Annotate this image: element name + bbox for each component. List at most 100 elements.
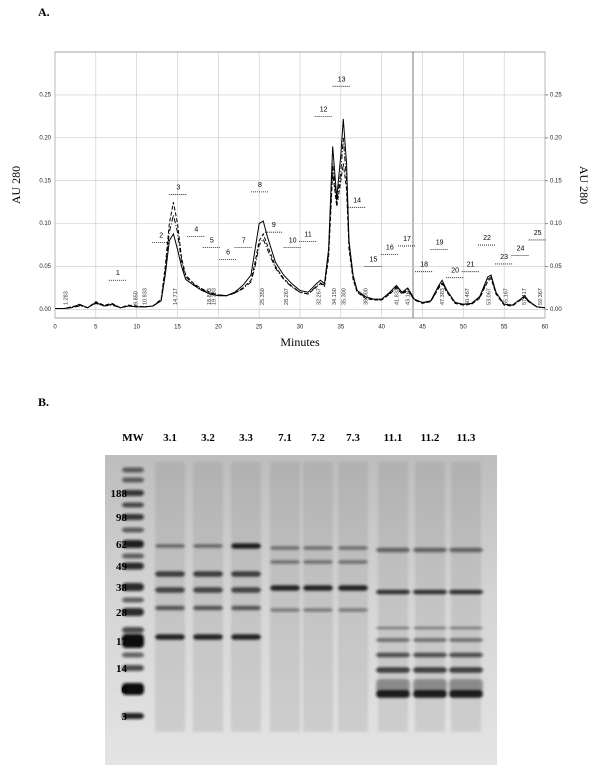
lane-smear [338, 462, 368, 732]
band [122, 477, 144, 483]
peak-number: 9 [272, 222, 276, 229]
x-tick-label: 60 [542, 325, 549, 331]
x-axis-label: Minutes [280, 335, 320, 349]
y-tick-label: 0.25 [39, 92, 51, 98]
band [193, 587, 223, 593]
retention-time: 14.717 [173, 288, 179, 305]
peak-number: 2 [159, 232, 163, 239]
band [122, 608, 144, 616]
mw-label: 3 [122, 711, 128, 723]
band [270, 560, 300, 564]
band [122, 634, 144, 648]
band [376, 652, 410, 658]
peak-number: 19 [436, 239, 444, 246]
retention-time: 34.150 [332, 288, 338, 305]
lane-label: 3.3 [239, 432, 253, 444]
peak-number: 16 [386, 245, 394, 252]
lane-label: MW [122, 432, 143, 444]
peak-number: 23 [500, 254, 508, 261]
y-tick-label: 0.05 [39, 264, 51, 270]
band [376, 667, 410, 673]
lane-label: 7.1 [278, 432, 292, 444]
y2-tick-label: 0.25 [550, 92, 562, 98]
mw-label: 6 [122, 684, 128, 696]
trace [55, 137, 546, 310]
band [376, 626, 410, 630]
x-tick-label: 45 [419, 325, 426, 331]
retention-time: 25.350 [260, 288, 266, 305]
band [122, 467, 144, 473]
peak-number: 11 [305, 232, 312, 239]
lane-label: 3.2 [201, 432, 215, 444]
band [338, 560, 368, 564]
peak-number: 17 [403, 236, 411, 243]
x-tick-label: 10 [133, 325, 140, 331]
lane-label: 7.3 [346, 432, 360, 444]
band [449, 626, 483, 630]
retention-time: 47.383 [440, 288, 446, 305]
peak-number: 1 [116, 270, 120, 277]
band [193, 605, 223, 611]
retention-time: 53.067 [486, 288, 492, 305]
lane-smear [155, 462, 185, 732]
retention-time: 50.467 [465, 288, 471, 305]
band [122, 652, 144, 658]
retention-time: 59.367 [538, 288, 544, 305]
peak-number: 22 [483, 235, 491, 242]
band [376, 547, 410, 553]
band [449, 547, 483, 553]
mw-label: 49 [116, 561, 128, 573]
band [338, 585, 368, 591]
x-tick-label: 50 [460, 325, 467, 331]
lane-smear [193, 462, 223, 732]
band [122, 683, 144, 695]
retention-time: 57.417 [522, 288, 528, 305]
band [303, 608, 333, 612]
band [155, 634, 185, 640]
band [155, 587, 185, 593]
mw-label: 14 [116, 663, 128, 675]
peak-number: 24 [517, 245, 525, 252]
x-tick-label: 55 [501, 325, 508, 331]
lane-label: 3.1 [163, 432, 177, 444]
lane-label: 11.2 [421, 432, 440, 444]
y-tick-label: 0.20 [39, 135, 51, 141]
y2-tick-label: 0.15 [550, 178, 562, 184]
band [193, 634, 223, 640]
peak-number: 8 [258, 182, 262, 189]
retention-time: 19.383 [211, 288, 217, 305]
lane-label: 7.2 [311, 432, 325, 444]
band [122, 490, 144, 496]
band [231, 634, 261, 640]
lane-smear [270, 462, 300, 732]
mw-label: 62 [116, 539, 128, 551]
retention-time: 35.300 [341, 288, 347, 305]
retention-time: 1.283 [63, 291, 69, 305]
retention-time: 18.833 [207, 288, 213, 305]
retention-time: 38.000 [363, 288, 369, 305]
y-tick-label: 0.10 [39, 221, 51, 227]
retention-time: 41.833 [395, 288, 401, 305]
band [122, 502, 144, 508]
band [122, 540, 144, 548]
band [122, 553, 144, 559]
peak-number: 10 [289, 238, 297, 245]
band [413, 638, 447, 642]
band [413, 589, 447, 595]
lane-smear [231, 462, 261, 732]
y2-tick-label: 0.10 [550, 221, 562, 227]
gel-bands [122, 462, 483, 732]
band [376, 589, 410, 595]
band [231, 587, 261, 593]
peak-number: 3 [176, 184, 180, 191]
band [303, 585, 333, 591]
peak-number: 14 [353, 197, 361, 204]
band [270, 585, 300, 591]
band [413, 679, 447, 693]
retention-time: 10.933 [142, 288, 148, 305]
retention-time: 43.167 [406, 288, 412, 305]
band [122, 665, 144, 671]
panel-label: B. [38, 395, 49, 409]
x-tick-label: 15 [174, 325, 181, 331]
